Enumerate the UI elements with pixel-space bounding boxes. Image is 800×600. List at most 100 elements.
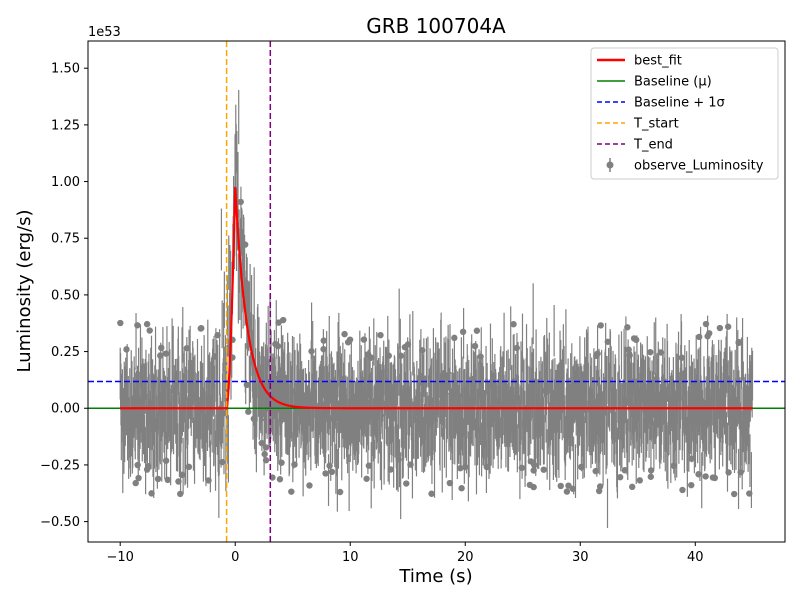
observed-point (483, 463, 490, 471)
x-tick-label: 10 (342, 550, 359, 565)
observed-point (633, 336, 640, 344)
observed-point (363, 475, 370, 482)
observed-point (320, 345, 327, 353)
observed-point (596, 483, 604, 490)
observed-point (117, 319, 124, 327)
observed-point (647, 348, 654, 356)
observed-point (148, 490, 155, 497)
observed-point (377, 331, 384, 339)
observed-point (320, 337, 327, 344)
observed-point (451, 334, 458, 342)
observed-point (592, 467, 599, 475)
legend-label: Baseline (μ) (634, 75, 712, 90)
observed-point (569, 485, 577, 492)
legend-label: best_fit (634, 54, 682, 69)
observed-point (164, 476, 171, 484)
y-axis-label: Luminosity (erg/s) (14, 210, 35, 373)
observed-point (258, 439, 265, 447)
observed-point (428, 490, 435, 497)
best-fit-curve (120, 187, 753, 410)
observed-point (565, 482, 572, 489)
legend-label: T_end (633, 138, 673, 153)
legend-label: observe_Luminosity (634, 159, 764, 174)
observed-point (261, 450, 268, 458)
observed-point (604, 338, 611, 345)
observed-point (679, 486, 686, 494)
observed-point (328, 468, 336, 476)
observed-point (594, 350, 601, 357)
observed-point (688, 481, 695, 489)
observed-point (626, 352, 633, 359)
observed-point (688, 455, 695, 462)
observed-point (177, 490, 184, 498)
observed-point (557, 482, 564, 490)
observed-point (123, 346, 130, 353)
observed-point (725, 469, 732, 476)
observed-point (145, 463, 152, 470)
observed-point (368, 354, 375, 361)
observed-point (306, 482, 313, 489)
legend-item: observe_Luminosity (606, 158, 764, 174)
observed-point (134, 322, 141, 329)
observed-point (657, 349, 665, 356)
observed-point (341, 330, 348, 338)
observed-point (162, 350, 170, 357)
observed-point (175, 478, 182, 485)
observed-point (563, 488, 571, 495)
observed-point (291, 461, 298, 468)
observed-point (143, 320, 151, 328)
observed-point (288, 488, 295, 495)
observed-point (624, 324, 631, 331)
observed-point (134, 461, 141, 469)
observed-point (629, 483, 636, 491)
observed-point (702, 320, 710, 328)
plot-frame (87, 40, 786, 543)
observed-point (578, 463, 585, 471)
observed-point (132, 479, 139, 487)
observed-point (459, 328, 467, 336)
observed-point (360, 336, 368, 343)
observed-point (647, 473, 655, 480)
observed-point (695, 471, 702, 478)
observed-point (387, 466, 394, 473)
y-tick-label: 1.25 (51, 118, 80, 133)
observed-point (457, 465, 464, 472)
observed-point (205, 477, 212, 484)
observed-point (185, 463, 193, 471)
observed-point (724, 323, 732, 330)
observed-point (162, 457, 170, 464)
legend-item: best_fit (597, 54, 682, 69)
observed-point (262, 457, 270, 464)
observed-point (250, 415, 258, 422)
observed-point (241, 241, 249, 248)
observed-point (407, 461, 414, 468)
legend-item: Baseline (μ) (597, 75, 712, 90)
legend-box (590, 47, 779, 180)
observed-point (146, 327, 153, 334)
observed-point (395, 456, 402, 463)
observed-point (401, 343, 409, 351)
observed-point (737, 469, 744, 476)
observed-point (326, 462, 333, 469)
y-tick-label: 1.00 (51, 175, 80, 190)
observed-point (462, 463, 469, 471)
observed-point (625, 346, 632, 353)
y-tick-label: 1.50 (51, 62, 80, 77)
x-tick-label: −10 (106, 550, 133, 565)
observed-point (647, 467, 655, 474)
observed-point (731, 490, 738, 498)
observed-point (621, 467, 628, 474)
observed-point (322, 470, 329, 477)
observed-point (211, 353, 219, 360)
plot-area (88, 41, 785, 542)
x-tick-label: 20 (457, 550, 474, 565)
observed-point (245, 408, 252, 415)
observed-point (678, 354, 686, 361)
y-tick-label: 0.50 (51, 288, 80, 303)
observed-point (158, 344, 165, 352)
observed-point (308, 348, 315, 355)
observed-point (458, 485, 465, 492)
observed-point (597, 322, 604, 329)
legend-item: T_start (597, 117, 679, 132)
legend-label: Baseline + 1σ (634, 96, 725, 111)
